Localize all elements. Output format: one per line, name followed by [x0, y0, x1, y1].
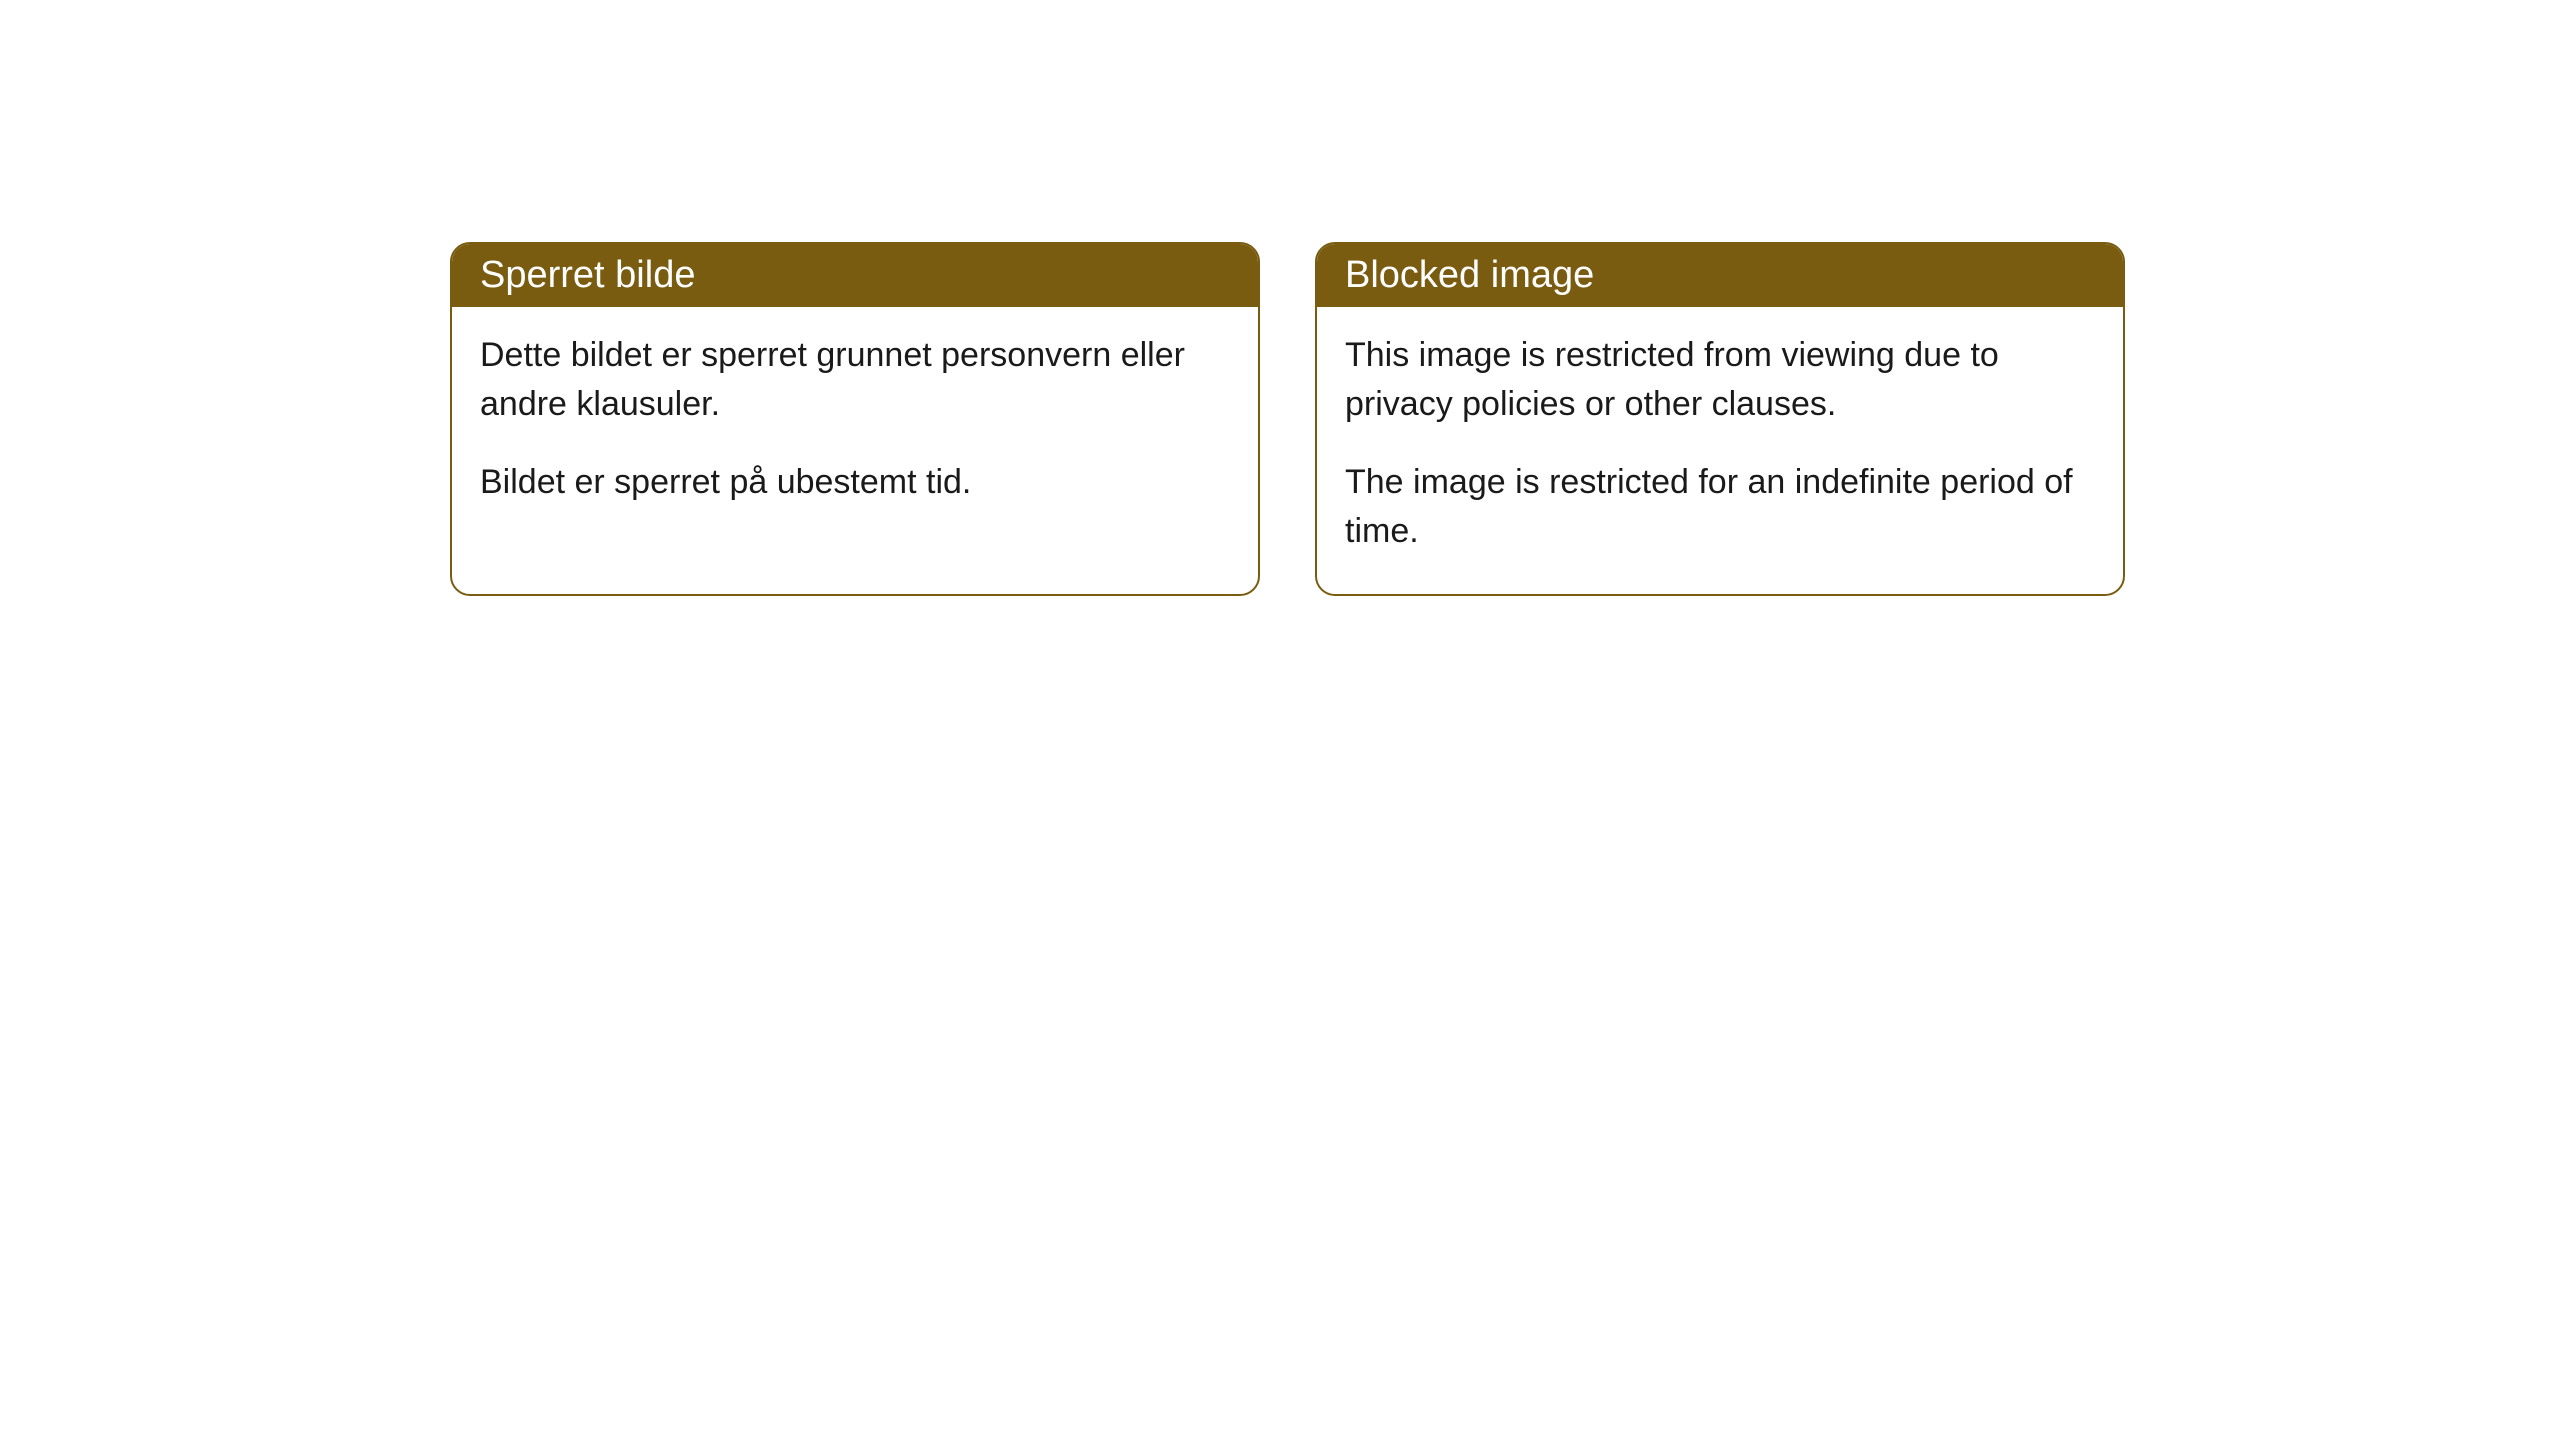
card-body: Dette bildet er sperret grunnet personve… [452, 307, 1258, 545]
card-header: Blocked image [1317, 244, 2123, 307]
card-paragraph: Bildet er sperret på ubestemt tid. [480, 458, 1230, 507]
card-paragraph: The image is restricted for an indefinit… [1345, 458, 2095, 557]
notice-cards-container: Sperret bilde Dette bildet er sperret gr… [450, 242, 2125, 596]
card-header: Sperret bilde [452, 244, 1258, 307]
notice-card-english: Blocked image This image is restricted f… [1315, 242, 2125, 596]
notice-card-norwegian: Sperret bilde Dette bildet er sperret gr… [450, 242, 1260, 596]
card-title: Blocked image [1345, 254, 1594, 296]
card-body: This image is restricted from viewing du… [1317, 307, 2123, 594]
card-paragraph: Dette bildet er sperret grunnet personve… [480, 331, 1230, 430]
card-title: Sperret bilde [480, 254, 695, 296]
card-paragraph: This image is restricted from viewing du… [1345, 331, 2095, 430]
